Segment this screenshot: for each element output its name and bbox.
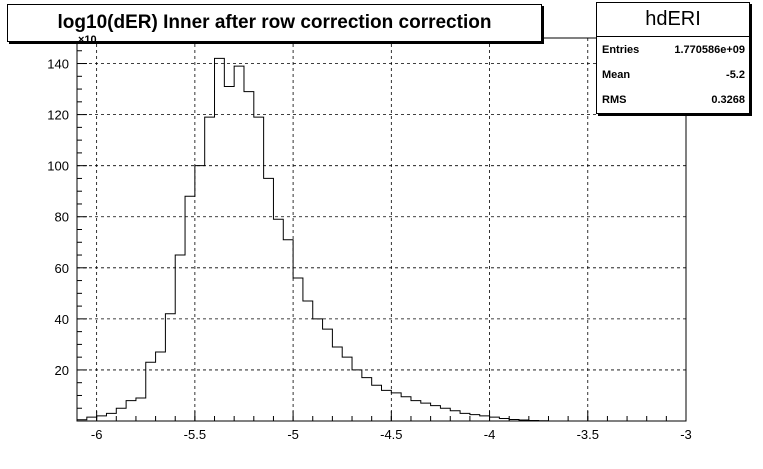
x-tick-label: -5.5 <box>184 427 206 442</box>
histogram-series <box>76 57 549 422</box>
stats-value: 1.770586e+09 <box>674 43 745 56</box>
stats-box: hdERI Entries 1.770586e+09 Mean -5.2 RMS… <box>596 2 750 114</box>
y-tick-label: 120 <box>47 108 69 123</box>
y-tick-label: 20 <box>55 363 69 378</box>
grid-lines <box>77 38 686 421</box>
stats-label: RMS <box>602 93 627 106</box>
y-tick-label: 60 <box>55 261 69 276</box>
stats-row-entries: Entries 1.770586e+09 <box>597 37 749 62</box>
stats-histogram-name: hdERI <box>597 3 749 37</box>
x-tick-label: -4 <box>484 427 496 442</box>
plot-frame <box>76 37 687 422</box>
stats-row-mean: Mean -5.2 <box>597 62 749 87</box>
axes: -6 -5.5 -5 -4.5 -4 -3.5 -3 20 40 60 80 100 120 140 <box>47 50 692 442</box>
y-tick-label: 40 <box>55 312 69 327</box>
y-tick-label: 100 <box>47 159 69 174</box>
y-axis-exponent-label: ×10 <box>78 34 97 46</box>
chart-title-text: log10(dER) Inner after row correction co… <box>57 12 492 33</box>
stats-value: -5.2 <box>726 68 745 81</box>
x-tick-label: -4.5 <box>380 427 402 442</box>
stats-label: Entries <box>602 43 640 56</box>
x-tick-label: -3 <box>680 427 692 442</box>
y-tick-label: 140 <box>47 57 69 72</box>
stats-value: 0.3268 <box>711 93 745 106</box>
x-tick-label: -5 <box>287 427 299 442</box>
stats-row-rms: RMS 0.3268 <box>597 87 749 112</box>
x-tick-label: -3.5 <box>577 427 599 442</box>
chart-title: log10(dER) Inner after row correction co… <box>7 4 542 42</box>
y-tick-label: 80 <box>55 210 69 225</box>
stats-label: Mean <box>602 68 631 81</box>
x-tick-label: -6 <box>91 427 103 442</box>
